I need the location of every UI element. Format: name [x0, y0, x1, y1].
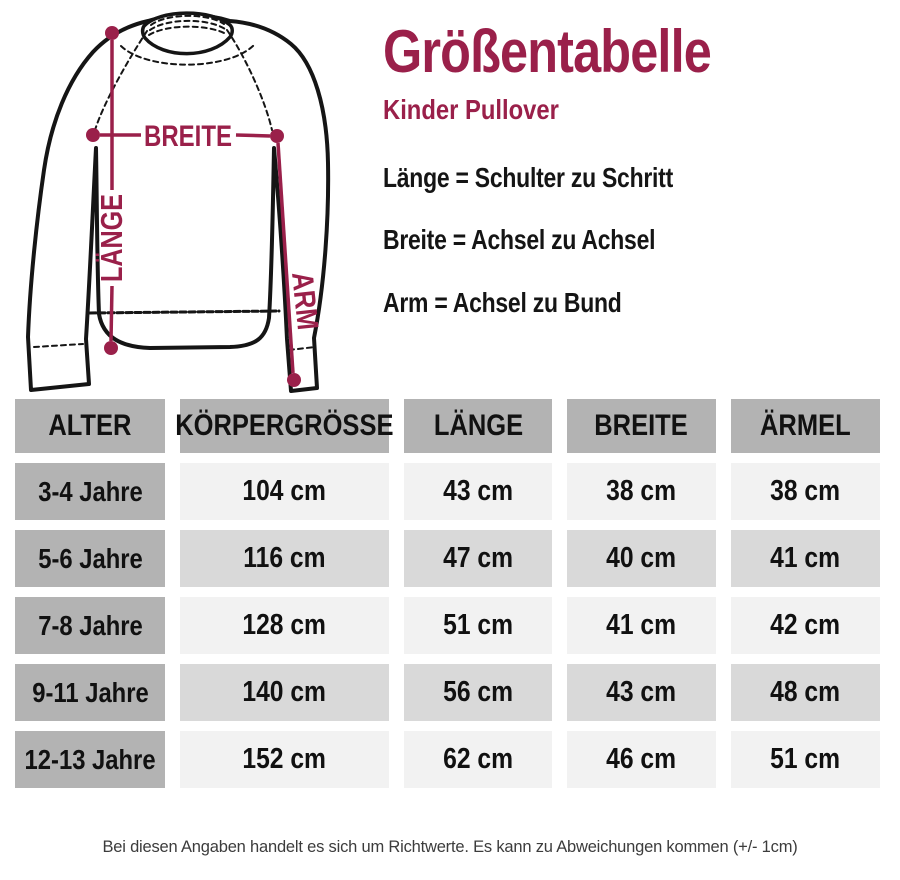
table-cell: 41 cm: [567, 597, 716, 654]
cell-value: 116 cm: [243, 542, 326, 574]
row-age-cell: 9-11 Jahre: [15, 664, 165, 721]
right-shoulder-seam: [226, 29, 273, 131]
age-value: 9-11 Jahre: [31, 676, 149, 708]
column-header-laenge: LÄNGE: [404, 399, 552, 453]
cell-value: 38 cm: [606, 475, 677, 507]
measure-dot-cuff: [287, 373, 301, 387]
table-cell: 62 cm: [404, 731, 552, 788]
pullover-measurement-diagram: BREITE LÄNGE ARM: [26, 11, 331, 393]
cell-value: 46 cm: [606, 743, 677, 775]
cell-value: 128 cm: [242, 609, 327, 641]
table-cell: 46 cm: [567, 731, 716, 788]
cell-value: 51 cm: [770, 743, 841, 775]
arm-measure-label: ARM: [285, 270, 324, 331]
row-age-cell: 7-8 Jahre: [15, 597, 165, 654]
row-age-cell: 12-13 Jahre: [15, 731, 165, 788]
cell-value: 56 cm: [443, 676, 513, 708]
column-header-breite: BREITE: [567, 399, 716, 453]
legend-arm: Arm = Achsel zu Bund: [383, 287, 622, 318]
cell-value: 47 cm: [443, 542, 513, 574]
table-cell: 51 cm: [404, 597, 552, 654]
seam-dashed-lines: [33, 29, 316, 351]
table-cell: 152 cm: [180, 731, 389, 788]
cell-value: 104 cm: [242, 475, 327, 507]
legend-laenge: Länge = Schulter zu Schritt: [383, 162, 673, 193]
cell-value: 42 cm: [770, 609, 841, 641]
collar-stitching: [148, 14, 227, 36]
column-header-label: KÖRPERGRÖSSE: [175, 409, 394, 442]
arm-line: [276, 142, 295, 374]
cell-value: 62 cm: [443, 743, 513, 775]
row-age-cell: 5-6 Jahre: [15, 530, 165, 587]
measurement-overlay: BREITE LÄNGE ARM: [86, 26, 324, 387]
measure-dot-right-armpit: [270, 129, 284, 143]
cell-value: 43 cm: [443, 475, 513, 507]
table-cell: 38 cm: [731, 463, 880, 520]
measure-dot-shoulder: [105, 26, 119, 40]
column-header-alter: ALTER: [15, 399, 165, 453]
row-age-cell: 3-4 Jahre: [15, 463, 165, 520]
table-cell: 42 cm: [731, 597, 880, 654]
cell-value: 43 cm: [606, 676, 677, 708]
headline-block: Größentabelle Kinder Pullover Länge = Sc…: [383, 0, 898, 340]
table-cell: 116 cm: [180, 530, 389, 587]
measure-dot-left-armpit: [86, 128, 100, 142]
left-cuff-seam: [33, 343, 84, 348]
age-value: 3-4 Jahre: [37, 475, 143, 507]
table-cell: 56 cm: [404, 664, 552, 721]
disclaimer-note: Bei diesen Angaben handelt es sich um Ri…: [102, 838, 798, 856]
measure-dot-hem: [104, 341, 118, 355]
age-value: 7-8 Jahre: [37, 609, 143, 641]
cell-value: 48 cm: [770, 676, 841, 708]
table-cell: 43 cm: [567, 664, 716, 721]
laenge-measure-label: LÄNGE: [94, 194, 129, 282]
column-header-label: ALTER: [48, 409, 132, 442]
cell-value: 51 cm: [443, 609, 513, 641]
column-header-aermel: ÄRMEL: [731, 399, 880, 453]
size-table: ALTER KÖRPERGRÖSSE LÄNGE BREITE ÄRMEL 3-…: [15, 399, 880, 788]
column-header-label: LÄNGE: [433, 409, 523, 442]
table-cell: 43 cm: [404, 463, 552, 520]
legend-breite: Breite = Achsel zu Achsel: [383, 224, 656, 255]
cell-value: 40 cm: [606, 542, 677, 574]
age-value: 12-13 Jahre: [24, 743, 156, 775]
column-header-koerpergroesse: KÖRPERGRÖSSE: [175, 399, 394, 453]
column-header-label: BREITE: [594, 409, 689, 442]
cell-value: 152 cm: [242, 743, 327, 775]
table-cell: 38 cm: [567, 463, 716, 520]
table-cell: 104 cm: [180, 463, 389, 520]
breite-line-right: [235, 133, 271, 138]
cell-value: 41 cm: [606, 609, 677, 641]
table-cell: 41 cm: [731, 530, 880, 587]
table-cell: 47 cm: [404, 530, 552, 587]
table-cell: 48 cm: [731, 664, 880, 721]
hem-dashed-line: [88, 309, 281, 315]
left-shoulder-seam: [94, 30, 148, 131]
table-cell: 128 cm: [180, 597, 389, 654]
table-cell: 140 cm: [180, 664, 389, 721]
right-cuff-seam: [288, 346, 316, 351]
table-cell: 40 cm: [567, 530, 716, 587]
column-header-label: ÄRMEL: [760, 409, 851, 442]
breite-measure-label: BREITE: [144, 120, 232, 153]
cell-value: 38 cm: [770, 475, 841, 507]
sweater-collar: [140, 11, 234, 56]
cell-value: 140 cm: [242, 676, 327, 708]
laenge-line-bottom: [109, 285, 114, 342]
page-title: Größentabelle: [383, 18, 712, 85]
age-value: 5-6 Jahre: [37, 542, 143, 574]
page-subtitle: Kinder Pullover: [383, 94, 559, 125]
cell-value: 41 cm: [770, 542, 841, 574]
table-cell: 51 cm: [731, 731, 880, 788]
